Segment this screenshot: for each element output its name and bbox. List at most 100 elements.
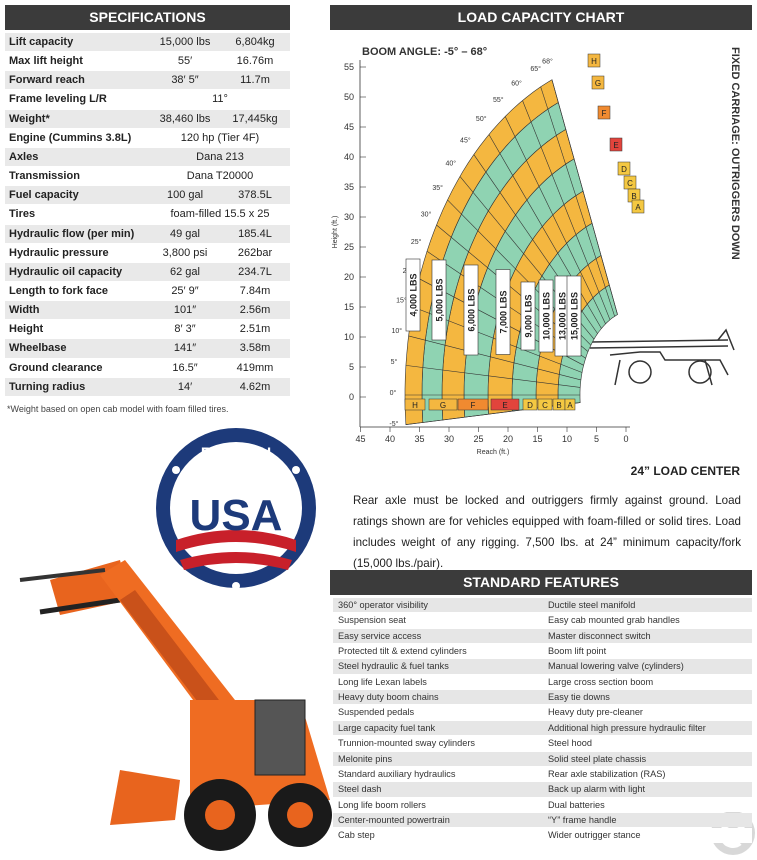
y-tick-label: 0 <box>349 392 354 402</box>
spec-value: foam-filled 15.5 x 25 <box>170 208 270 221</box>
y-tick-label: 10 <box>344 332 354 342</box>
feature-row <box>333 705 752 720</box>
spec-value: 419mm <box>236 361 274 374</box>
vehicle-outline <box>589 328 735 386</box>
spec-row <box>5 90 290 109</box>
zone-letter: A <box>567 401 573 410</box>
zone-box <box>587 53 601 68</box>
x-tick-label: 10 <box>562 434 572 444</box>
spec-label: Height <box>9 323 44 336</box>
feature-item: Solid steel plate chassis <box>548 753 647 764</box>
zone-box <box>522 398 538 411</box>
usa-badge: BUILT IN USA <box>156 428 316 590</box>
features-header: STANDARD FEATURES <box>330 570 752 595</box>
angle-line <box>405 365 581 388</box>
y-tick-label: 20 <box>344 272 354 282</box>
spec-row <box>5 281 290 301</box>
feature-item: Long life Lexan labels <box>338 676 427 687</box>
spec-value: 11° <box>212 93 228 106</box>
feature-item: Heavy duty pre-cleaner <box>548 707 643 718</box>
spec-label: Tires <box>9 208 36 221</box>
angle-label: 15° <box>396 296 407 304</box>
feature-row <box>333 659 752 674</box>
spec-value: 55′ <box>177 55 193 68</box>
angle-label: 60° <box>511 79 522 87</box>
feature-row <box>333 628 752 644</box>
feature-item: Heavy duty boom chains <box>338 692 439 703</box>
capacity-label: 13,000 LBS <box>558 292 568 340</box>
x-tick-label: 0 <box>623 434 628 444</box>
x-tick-label: 35 <box>414 434 424 444</box>
spec-value: 16.5″ <box>172 361 198 374</box>
capacity-box <box>566 275 582 357</box>
zone-box <box>537 398 553 411</box>
feature-row <box>333 751 752 766</box>
capacity-box <box>405 258 421 332</box>
y-axis-label: Height (ft.) <box>332 216 339 249</box>
spec-value: 25′ 9″ <box>171 284 199 297</box>
feature-item: Dual batteries <box>548 799 605 810</box>
x-tick-label: 30 <box>444 434 454 444</box>
zone-letter: H <box>412 401 418 410</box>
zone-letter: E <box>613 141 618 150</box>
badge-top: BUILT IN <box>201 444 272 463</box>
zone-box <box>617 161 631 176</box>
capacity-label: 10,000 LBS <box>542 292 552 340</box>
spec-value: 15,000 lbs <box>159 36 211 48</box>
capacity-box <box>463 264 479 356</box>
load-chart: BOOM ANGLE: -5° – 68° FIXED CARRIAGE: OU… <box>330 35 752 460</box>
spec-label: Transmission <box>9 170 80 183</box>
spec-value: 185.4L <box>238 227 272 240</box>
spec-row <box>5 128 290 147</box>
feature-item: Suspension seat <box>338 615 406 626</box>
spec-value: 378.5L <box>238 189 272 202</box>
feature-item: Suspended pedals <box>338 707 415 718</box>
spec-row <box>5 167 290 186</box>
spec-value: 3,800 psi <box>162 246 208 259</box>
x-axis-label: Reach (ft.) <box>477 449 510 456</box>
spec-label: Axles <box>9 150 39 163</box>
boom-angle: BOOM ANGLE: -5° – 68° <box>362 46 487 58</box>
zone-letter: H <box>591 57 597 66</box>
zone-box <box>597 105 611 120</box>
feature-row <box>333 598 752 613</box>
spec-label: Length to fork face <box>9 284 109 297</box>
feature-item: Easy tie downs <box>548 692 610 703</box>
y-tick-label: 40 <box>344 152 354 162</box>
feature-row <box>333 690 752 705</box>
capacity-label: 7,000 LBS <box>499 290 509 333</box>
feature-item: Boom lift point <box>548 646 607 657</box>
feature-item: Additional high pressure hydraulic filte… <box>548 722 706 733</box>
x-tick-label: 45 <box>355 434 365 444</box>
zone-letter: D <box>527 401 533 410</box>
capacity-label: 15,000 LBS <box>570 292 580 340</box>
x-tick-label: 15 <box>532 434 542 444</box>
feature-item: Master disconnect switch <box>548 630 651 641</box>
zone-letter: G <box>595 79 601 88</box>
spec-label: Turning radius <box>9 380 86 393</box>
zone-box <box>490 398 520 411</box>
capacity-label: 5,000 LBS <box>435 278 445 321</box>
spec-label: Hydraulic flow (per min) <box>9 227 135 240</box>
angle-label: 25° <box>411 238 422 246</box>
angle-line <box>522 100 611 320</box>
x-tick-label: 25 <box>473 434 483 444</box>
zone-letter: F <box>602 109 607 118</box>
spec-row <box>5 262 290 281</box>
angle-label: 50° <box>476 115 487 123</box>
zone-letter: E <box>502 401 507 410</box>
feature-row <box>333 797 752 812</box>
x-tick-label: 20 <box>503 434 513 444</box>
spec-label: Forward reach <box>9 74 85 87</box>
y-tick-label: 55 <box>344 62 354 72</box>
zone-letter: A <box>635 203 641 212</box>
zone-box <box>457 398 489 411</box>
y-tick-label: 30 <box>344 212 354 222</box>
feature-row <box>333 736 752 751</box>
spec-value: 100 gal <box>166 189 204 202</box>
spec-value: 16.76m <box>236 55 274 68</box>
spec-row <box>5 205 290 224</box>
feature-item: Cab step <box>338 830 375 841</box>
